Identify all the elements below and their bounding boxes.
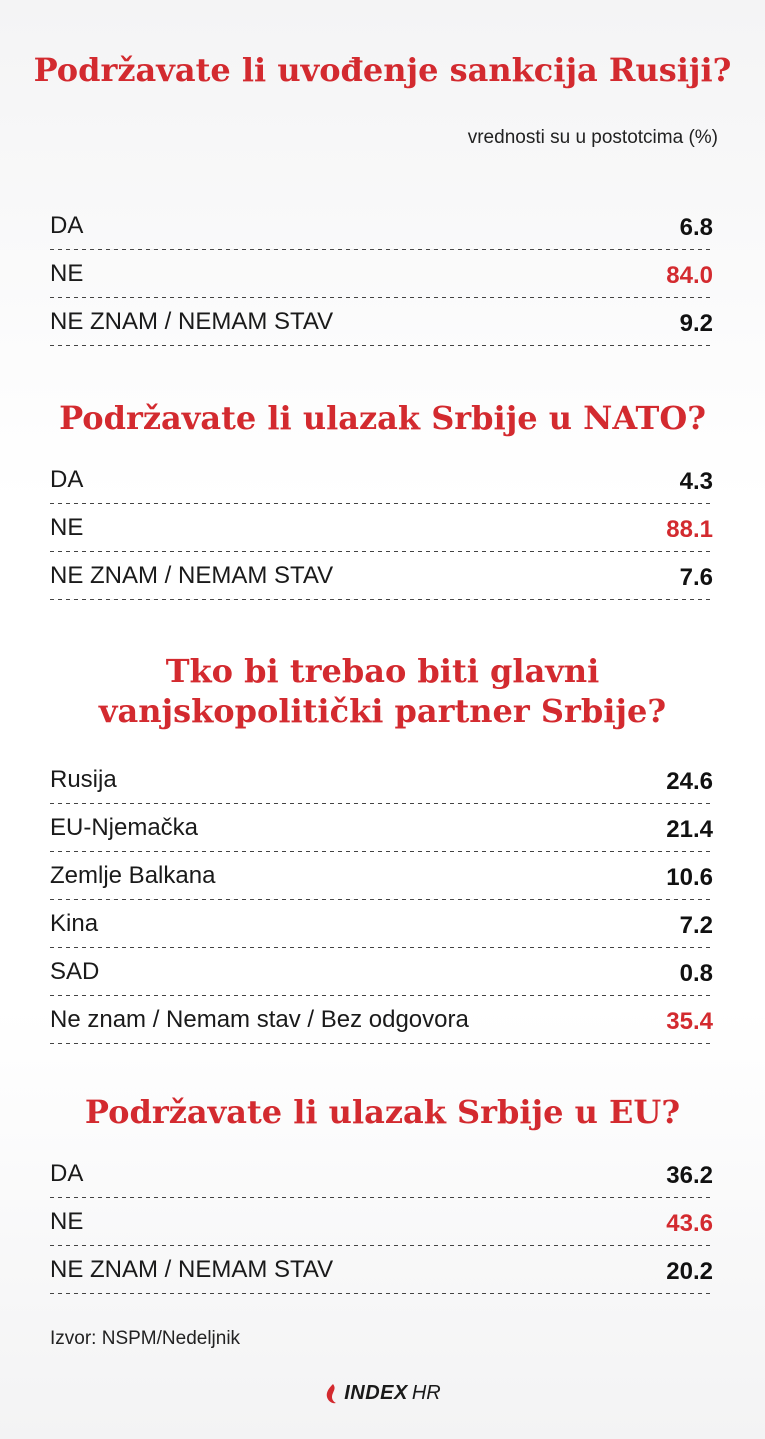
flame-icon xyxy=(326,1383,337,1403)
table-row: Kina 7.2 xyxy=(50,900,713,948)
index-hr-logo: INDEX HR xyxy=(0,1382,765,1410)
table-row: DA 6.8 xyxy=(50,202,713,250)
table-row: NE 88.1 xyxy=(50,504,713,552)
row-label: Ne znam / Nemam stav / Bez odgovora xyxy=(50,1006,469,1033)
row-label: Rusija xyxy=(50,766,117,793)
row-value: 84.0 xyxy=(666,262,713,289)
row-value: 20.2 xyxy=(666,1258,713,1285)
units-note: vrednosti su u postotcima (%) xyxy=(467,127,718,148)
row-value: 36.2 xyxy=(666,1162,713,1189)
row-label: NE ZNAM / NEMAM STAV xyxy=(50,308,334,335)
table-row: NE ZNAM / NEMAM STAV 9.2 xyxy=(50,298,713,346)
row-value: 4.3 xyxy=(679,468,713,495)
row-value: 43.6 xyxy=(666,1210,713,1237)
row-label: NE xyxy=(50,1208,84,1235)
row-label: Kina xyxy=(50,910,99,937)
row-label: DA xyxy=(50,1160,84,1187)
table-row: NE 43.6 xyxy=(50,1198,713,1246)
table-row: SAD 0.8 xyxy=(50,948,713,996)
chart-title-eu: Podržavate li ulazak Srbije u EU? xyxy=(84,1093,681,1131)
table-row: NE 84.0 xyxy=(50,250,713,298)
table-row: DA 36.2 xyxy=(50,1150,713,1198)
row-label: SAD xyxy=(50,958,100,985)
source-text: Izvor: NSPM/Nedeljnik xyxy=(50,1328,241,1349)
table-row: Ne znam / Nemam stav / Bez odgovora 35.4 xyxy=(50,996,713,1044)
row-label: EU-Njemačka xyxy=(50,814,199,841)
table-partner: Rusija 24.6 EU-Njemačka 21.4 Zemlje Balkana 1… xyxy=(50,756,713,1044)
row-value: 7.6 xyxy=(679,564,713,591)
table-row: Rusija 24.6 xyxy=(50,756,713,804)
table-eu: DA 36.2 NE 43.6 NE ZNAM / NEMAM STAV 20.2 xyxy=(50,1150,713,1294)
row-value: 24.6 xyxy=(666,768,713,795)
table-row: NE ZNAM / NEMAM STAV 7.6 xyxy=(50,552,713,600)
row-label: NE xyxy=(50,260,84,287)
table-row: EU-Njemačka 21.4 xyxy=(50,804,713,852)
chart-title-nato: Podržavate li ulazak Srbije u NATO? xyxy=(59,399,706,437)
row-label: NE ZNAM / NEMAM STAV xyxy=(50,1256,334,1283)
row-value: 6.8 xyxy=(679,214,713,241)
row-value: 9.2 xyxy=(679,310,713,337)
row-label: Zemlje Balkana xyxy=(50,862,216,889)
row-label: DA xyxy=(50,212,84,239)
row-label: NE xyxy=(50,514,84,541)
row-label: NE ZNAM / NEMAM STAV xyxy=(50,562,334,589)
table-row: NE ZNAM / NEMAM STAV 20.2 xyxy=(50,1246,713,1294)
row-value: 10.6 xyxy=(666,864,713,891)
table-row: DA 4.3 xyxy=(50,456,713,504)
row-value: 0.8 xyxy=(679,960,713,987)
row-value: 7.2 xyxy=(679,912,713,939)
table-nato: DA 4.3 NE 88.1 NE ZNAM / NEMAM STAV 7.6 xyxy=(50,456,713,600)
row-value: 88.1 xyxy=(666,516,713,543)
chart-title-partner: Tko bi trebao biti glavni vanjskopolitič… xyxy=(98,652,667,730)
row-label: DA xyxy=(50,466,84,493)
table-sanctions: DA 6.8 NE 84.0 NE ZNAM / NEMAM STAV 9.2 xyxy=(50,202,713,346)
logo-word-bold: INDEX xyxy=(344,1382,408,1404)
row-value: 35.4 xyxy=(666,1008,713,1035)
chart-title-sanctions: Podržavate li uvođenje sankcija Rusiji? xyxy=(33,51,732,89)
row-value: 21.4 xyxy=(666,816,713,843)
table-row: Zemlje Balkana 10.6 xyxy=(50,852,713,900)
logo-word-light: HR xyxy=(411,1382,441,1404)
